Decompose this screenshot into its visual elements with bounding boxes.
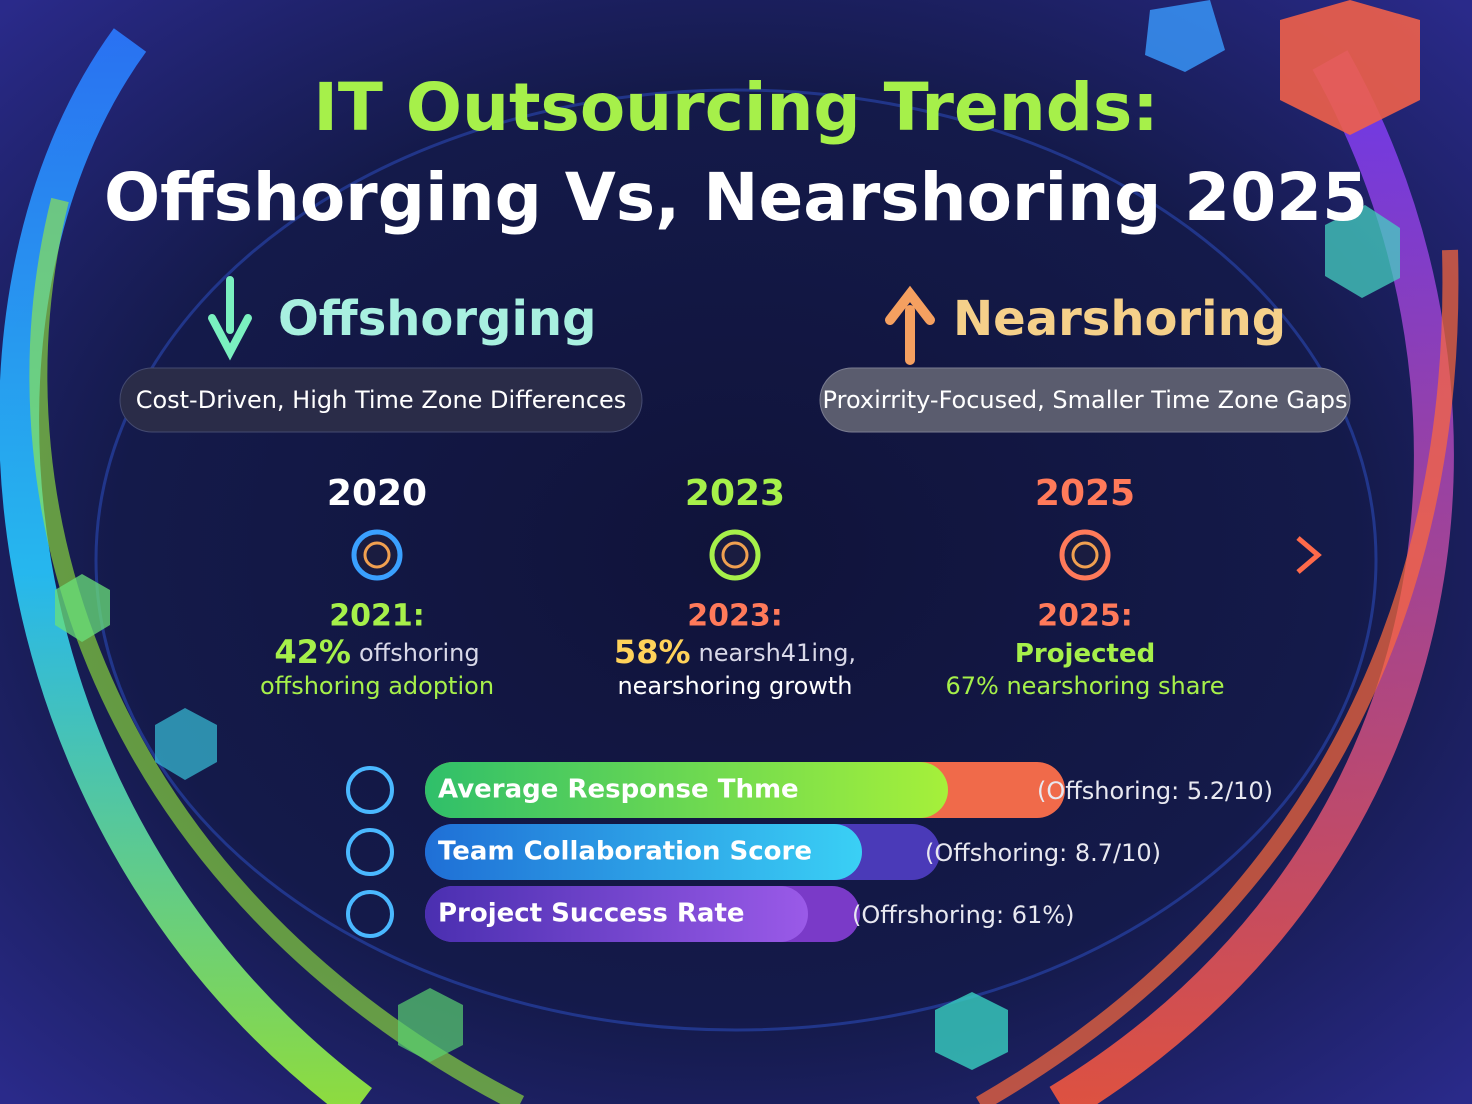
metric-bar bbox=[425, 762, 948, 818]
milestone-line: 58% nearsh41ing, bbox=[614, 633, 856, 671]
dynamic-content: 2020 2023 2025 2021:42% offshoring offshoring… bbox=[260, 473, 1273, 942]
metric-note: (Offrshoring: 61%) bbox=[852, 901, 1074, 929]
description-pill bbox=[819, 367, 1351, 433]
milestone-text: offshoring bbox=[359, 639, 480, 667]
decor-hex bbox=[155, 708, 217, 780]
milestone-label: 2025: bbox=[1037, 599, 1133, 634]
side-description: Proxirrity-Focused, Smaller Time Zone Ga… bbox=[823, 386, 1348, 414]
title-line2: Offshorging Vs, Nearshoring 2025 bbox=[104, 159, 1368, 236]
milestone-stat: Projected bbox=[1015, 639, 1155, 669]
year-label: 2025 bbox=[1035, 473, 1135, 514]
metric-note: (Offshoring: 8.7/10) bbox=[925, 839, 1161, 867]
decor-arc bbox=[0, 28, 372, 1104]
metric-icon bbox=[346, 828, 394, 876]
milestone-text: 67% nearshoring share bbox=[945, 672, 1224, 700]
metric-icon bbox=[346, 890, 394, 938]
metric-name: Team Collaboration Score bbox=[438, 837, 812, 867]
decor-hex bbox=[398, 988, 463, 1062]
milestone-line: nearshoring growth bbox=[617, 672, 852, 700]
timeline-node bbox=[1059, 529, 1111, 581]
metric-note: (Offshoring: 5.2/10) bbox=[1037, 777, 1273, 805]
decor-arc bbox=[29, 197, 525, 1104]
decor-arc bbox=[976, 249, 1459, 1104]
up-arrow bbox=[885, 285, 935, 365]
milestone-text: offshoring adoption bbox=[260, 672, 494, 700]
milestone-line: 67% nearshoring share bbox=[945, 672, 1224, 700]
milestone-label: 2021: bbox=[329, 599, 425, 634]
milestone-line: Projected bbox=[1015, 639, 1155, 669]
side-description: Cost-Driven, High Time Zone Differences bbox=[136, 386, 627, 414]
metric-bar bbox=[425, 824, 862, 880]
side-heading: Offshorging bbox=[278, 291, 596, 347]
metric-bar bbox=[425, 886, 808, 942]
milestone-text: nearshoring growth bbox=[617, 672, 852, 700]
side-heading: Nearshoring bbox=[953, 291, 1286, 347]
decor-hex bbox=[55, 574, 110, 642]
metric-name: Average Response Thme bbox=[438, 775, 799, 805]
milestone-label: 2023: bbox=[687, 599, 783, 634]
milestone-stat: 58% bbox=[614, 633, 691, 671]
timeline-node bbox=[351, 529, 403, 581]
milestone-text: nearsh41ing, bbox=[699, 639, 857, 667]
timeline-node-icon bbox=[363, 541, 391, 569]
timeline-node-icon bbox=[721, 541, 749, 569]
timeline-arrowhead bbox=[1296, 536, 1322, 574]
decor-cube bbox=[1145, 0, 1225, 72]
decor-hex bbox=[935, 992, 1008, 1070]
title-line1: IT Outsourcing Trends: bbox=[313, 69, 1158, 146]
description-pill bbox=[119, 367, 643, 433]
year-label: 2020 bbox=[327, 473, 427, 514]
down-arrow bbox=[208, 276, 252, 361]
decor-ring bbox=[94, 88, 1378, 1032]
decor-hex bbox=[1325, 205, 1400, 298]
metric-name: Project Success Rate bbox=[438, 899, 745, 929]
timeline-node bbox=[709, 529, 761, 581]
metric-icon bbox=[346, 766, 394, 814]
decor-arc bbox=[1049, 50, 1454, 1104]
milestone-stat: 42% bbox=[274, 633, 351, 671]
milestone-line: offshoring adoption bbox=[260, 672, 494, 700]
decor-cube bbox=[1280, 0, 1420, 135]
milestone-line: 42% offshoring bbox=[274, 633, 479, 671]
year-label: 2023 bbox=[685, 473, 785, 514]
timeline-node-icon bbox=[1071, 541, 1099, 569]
